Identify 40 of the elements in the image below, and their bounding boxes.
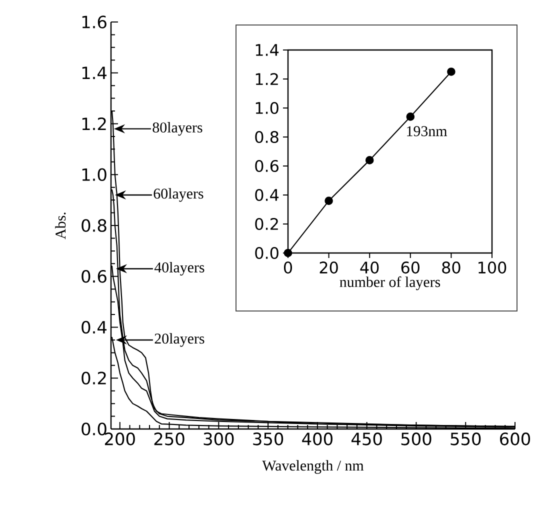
x-tick-label: 40: [360, 262, 379, 274]
y-tick-label: 0.2: [255, 218, 278, 230]
y-tick-label: 1.4: [82, 66, 107, 80]
annotation: 40layers: [154, 262, 204, 276]
y-tick-label: 0.6: [255, 160, 278, 172]
y-tick-label: 0.8: [255, 130, 278, 144]
x-tick-label: 450: [352, 432, 382, 446]
x-tick-label: 200: [104, 432, 135, 446]
annotation: 193nm: [407, 126, 448, 136]
x-tick-label: 20: [320, 262, 338, 274]
y-tick-label: 1.2: [82, 117, 106, 130]
annotation: 20layers: [154, 333, 204, 347]
y-tick-label: 0.4: [255, 188, 279, 202]
x-tick-label: 100: [478, 262, 506, 274]
x-tick-label: 350: [253, 432, 284, 446]
y-tick-label: 0.8: [82, 219, 106, 232]
x-tick-label: 550: [450, 432, 481, 446]
annotation: 80layers: [152, 122, 202, 136]
y-tick-label: 0.2: [82, 372, 106, 385]
x-axis-title: number of layers: [340, 276, 440, 290]
y-tick-label: 0.0: [255, 246, 278, 260]
x-tick-label: 400: [302, 432, 332, 446]
x-tick-label: 500: [401, 432, 432, 446]
y-tick-label: 1.6: [82, 16, 106, 28]
x-tick-label: 60: [401, 262, 420, 274]
annotation: 60layers: [154, 188, 204, 202]
x-tick-label: 250: [154, 432, 184, 446]
x-tick-label: 300: [204, 432, 234, 446]
x-tick-label: 600: [500, 432, 530, 446]
x-tick-label: 80: [442, 262, 460, 274]
y-tick-label: 0.6: [82, 270, 106, 283]
y-axis-title: Abs.: [55, 212, 66, 240]
x-axis-title: Wavelength / nm: [262, 460, 364, 474]
y-tick-label: 1.0: [82, 168, 106, 182]
y-tick-label: 1.2: [256, 73, 278, 85]
y-tick-label: 1.0: [256, 102, 278, 114]
y-tick-label: 0.4: [82, 320, 107, 334]
y-tick-label: 0.0: [82, 422, 106, 436]
y-tick-label: 1.4: [256, 44, 279, 56]
x-tick-label: 0: [284, 262, 292, 274]
